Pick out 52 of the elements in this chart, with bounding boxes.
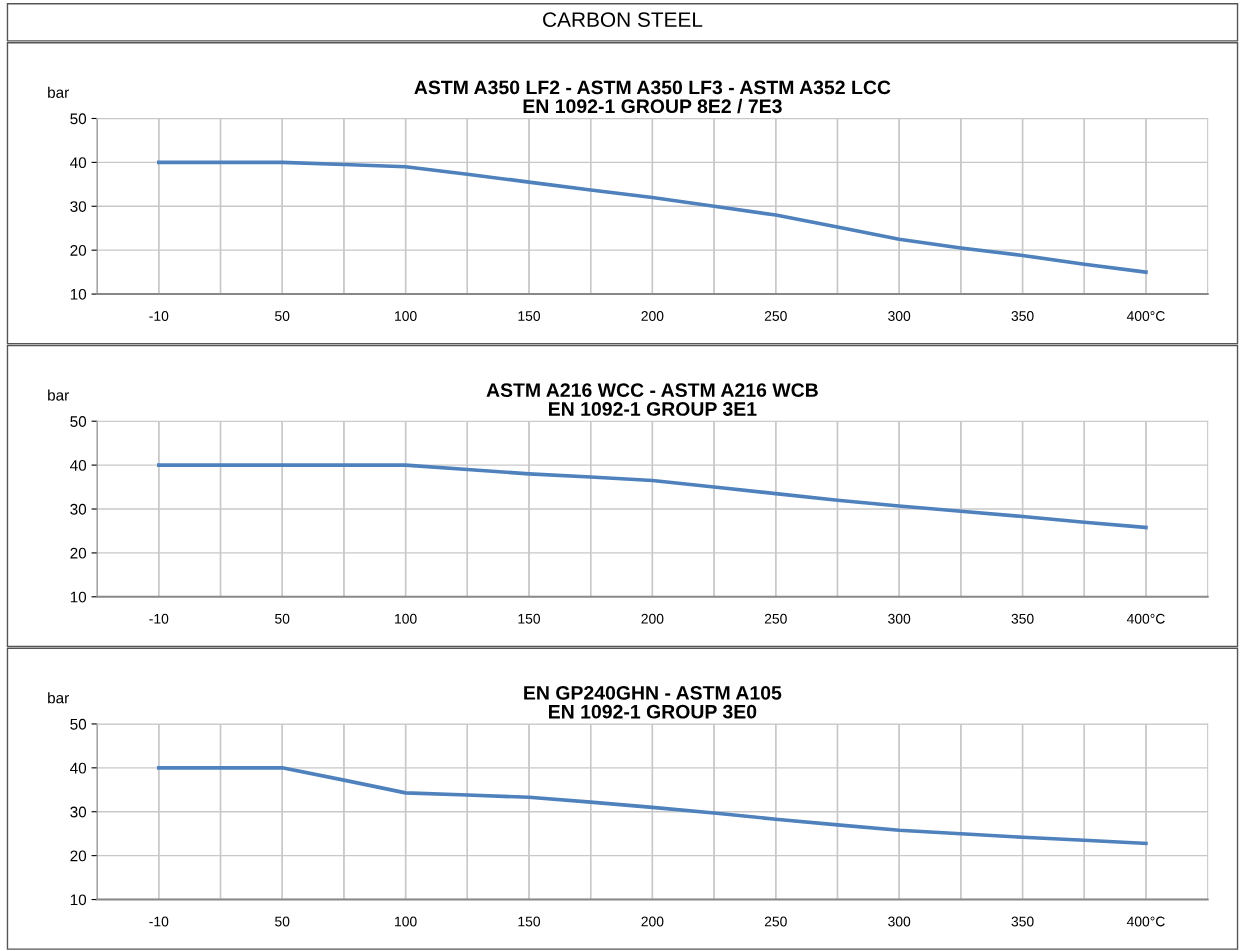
x-tick-label: 250 (764, 916, 787, 927)
y-tick-label: 10 (70, 591, 87, 603)
x-tick-label: -10 (149, 311, 169, 321)
x-tick-label: 300 (888, 311, 911, 321)
x-tick-label: 50 (275, 916, 290, 927)
y-axis-title: bar (48, 389, 69, 401)
x-tick-label: 400°C (1126, 311, 1165, 321)
y-tick-label: 10 (70, 894, 87, 906)
y-tick-label: 10 (70, 288, 87, 300)
x-tick-label: 100 (395, 916, 417, 927)
x-tick-label: 100 (395, 311, 417, 321)
x-tick-label: 200 (641, 613, 664, 624)
line-series (157, 463, 1148, 530)
x-tick-label: 100 (395, 613, 417, 624)
y-tick-label: 30 (70, 201, 87, 212)
line-series (157, 766, 1148, 846)
y-tick-label: 20 (70, 850, 87, 862)
y-tick-label: 30 (70, 806, 87, 818)
x-tick-label: 50 (275, 613, 290, 624)
x-tick-label: 150 (518, 311, 541, 321)
y-axis-title: bar (48, 86, 69, 98)
y-tick-label: 40 (70, 762, 87, 774)
x-tick-label: -10 (149, 916, 169, 927)
x-tick-label: -10 (149, 613, 169, 624)
chart-title: EN GP240GHN - ASTM A105 EN 1092-1 GROUP 3E0 (524, 685, 782, 719)
y-tick-label: 40 (70, 459, 87, 471)
y-axis-title: bar (48, 692, 69, 704)
y-tick-label: 50 (70, 718, 87, 730)
x-tick-label: 350 (1011, 613, 1034, 624)
x-tick-label: 400°C (1126, 613, 1165, 624)
x-tick-label: 350 (1011, 311, 1034, 321)
chart-title: ASTM A216 WCC - ASTM A216 WCB EN 1092-1 GROUP 3E1 (486, 383, 818, 416)
x-tick-label: 150 (518, 613, 541, 624)
x-tick-label: 300 (888, 916, 911, 927)
x-tick-label: 50 (275, 311, 290, 321)
x-tick-label: 400°C (1126, 916, 1165, 927)
x-tick-label: 250 (764, 311, 787, 321)
chart-title: ASTM A350 LF2 - ASTM A350 LF3 - ASTM A352 LCC EN 1092-1 GROUP 8E2 / 7E3 (414, 80, 891, 114)
x-tick-label: 150 (518, 916, 541, 927)
y-tick-label: 40 (70, 157, 87, 169)
x-tick-label: 200 (641, 311, 664, 321)
x-tick-label: 350 (1011, 916, 1034, 927)
x-tick-label: 250 (764, 613, 787, 624)
x-tick-label: 300 (888, 613, 911, 624)
y-tick-label: 20 (70, 547, 87, 559)
text: CARBON STEEL (543, 12, 703, 27)
line-series (157, 160, 1148, 274)
y-tick-label: 50 (70, 416, 87, 427)
y-tick-label: 20 (70, 245, 87, 256)
x-tick-label: 200 (641, 916, 664, 927)
y-tick-label: 30 (70, 503, 87, 515)
y-tick-label: 50 (70, 113, 87, 125)
